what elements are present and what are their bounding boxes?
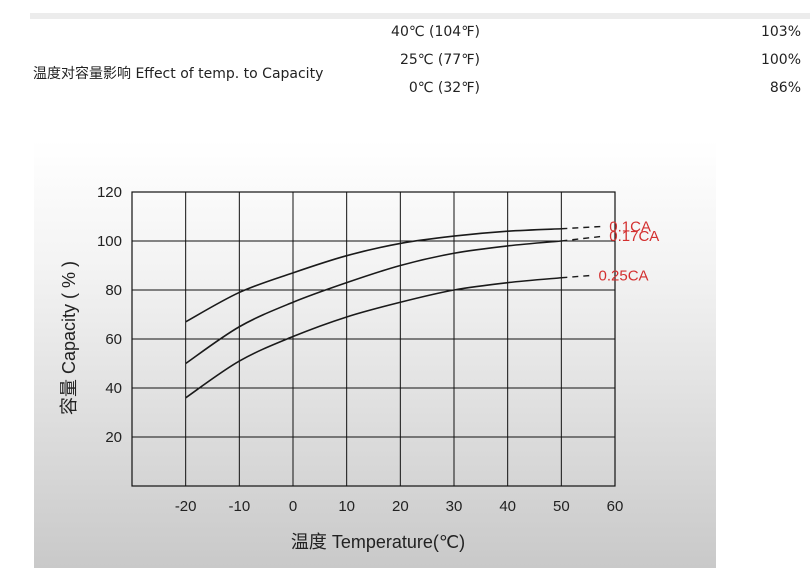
x-tick-label: 30 <box>446 498 463 515</box>
series-line-0-17CA <box>185 240 562 365</box>
temperature-effect-label: 温度对容量影响 Effect of temp. to Capacity <box>33 66 324 82</box>
labels: -20 -10 0 10 20 30 40 50 60120100806040200.1CA0.… <box>97 184 659 515</box>
chart-panel <box>34 140 716 568</box>
series-label-0-25CA: 0.25CA <box>599 267 649 284</box>
x-tick-label: 60 <box>607 498 624 515</box>
temp-row-2-temperature: 25℃ (77℉) <box>399 52 480 68</box>
y-tick-label: 120 <box>97 184 122 201</box>
y-tick-label: 40 <box>105 380 122 397</box>
y-tick-label: 100 <box>97 233 122 250</box>
temp-row-3-temperature: 0℃ (32℉) <box>408 80 480 96</box>
x-axis-title: 温度 Temperature(℃) <box>291 532 465 552</box>
grid <box>131 191 616 487</box>
y-tick-label: 20 <box>105 429 122 446</box>
series-extrapolation-0-1CA <box>561 225 605 230</box>
x-tick-label: 40 <box>499 498 516 515</box>
y-axis-title: 容量 Capacity ( % ) <box>59 261 79 415</box>
temp-row-3-capacity: 86% <box>769 80 801 96</box>
y-tick-label: 80 <box>105 282 122 299</box>
series-extrapolation-0-17CA <box>561 235 605 242</box>
y-tick-label: 60 <box>105 331 122 348</box>
series-label-0-17CA: 0.17CA <box>609 228 659 245</box>
series-extrapolation-0-25CA <box>561 274 594 279</box>
series-label-0-1CA: 0.1CA <box>609 218 651 235</box>
temp-row-1-temperature: 40℃ (104℉) <box>391 24 480 40</box>
x-tick-label: 0 <box>289 498 297 515</box>
x-tick-label: -20 <box>175 498 197 515</box>
temp-row-1-capacity: 103% <box>760 24 801 40</box>
x-tick-label: 20 <box>392 498 409 515</box>
series-line-0-1CA <box>185 227 562 323</box>
temp-row-2-capacity: 100% <box>760 52 801 68</box>
x-tick-label: 10 <box>338 498 355 515</box>
top-divider <box>30 13 810 19</box>
x-tick-label: -10 <box>228 498 250 515</box>
x-tick-label: 50 <box>553 498 570 515</box>
series-line-0-25CA <box>185 276 562 399</box>
curves <box>185 225 605 399</box>
